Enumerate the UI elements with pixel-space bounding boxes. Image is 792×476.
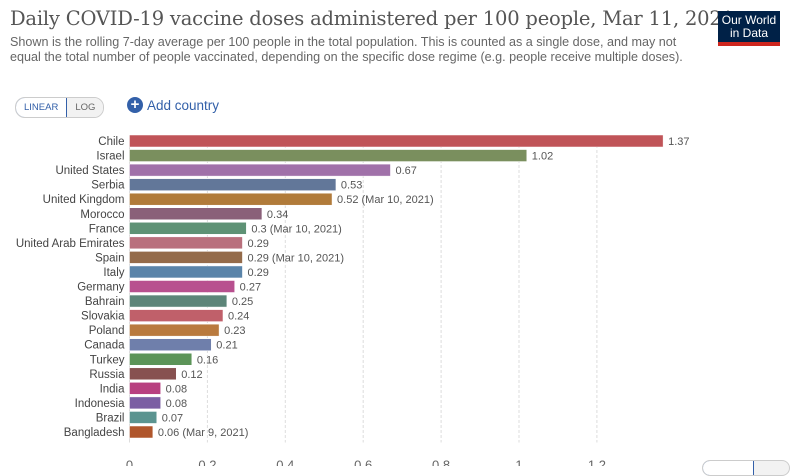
- value-label: 0.67: [395, 165, 416, 177]
- value-label: 0.34: [267, 209, 288, 221]
- bar-india[interactable]: [129, 382, 161, 395]
- category-label[interactable]: Bangladesh: [64, 427, 125, 439]
- category-label[interactable]: Poland: [89, 325, 125, 337]
- chart-subtitle: Shown is the rolling 7-day average per 1…: [10, 35, 683, 64]
- bar-brazil[interactable]: [129, 411, 158, 424]
- bar-indonesia[interactable]: [129, 396, 161, 410]
- x-tick-label: 1.2: [588, 458, 606, 466]
- category-label[interactable]: Canada: [84, 340, 125, 352]
- bar-chart: Chile 1.37 Israel 1.02 United States 0.67 Serb…: [16, 134, 690, 466]
- bar-spain[interactable]: [129, 251, 243, 264]
- value-label: 0.16: [197, 354, 218, 366]
- bar-poland[interactable]: [129, 323, 220, 337]
- linear-scale-button[interactable]: LINEAR: [16, 98, 68, 117]
- x-tick-label: 1: [515, 458, 522, 466]
- category-label[interactable]: Morocco: [80, 209, 124, 221]
- value-label: 0.27: [240, 282, 261, 294]
- bar-canada[interactable]: [129, 338, 212, 351]
- category-label[interactable]: Bahrain: [85, 296, 125, 308]
- value-label: 1.37: [668, 136, 689, 148]
- value-label: 0.08: [166, 398, 187, 410]
- bar-serbia[interactable]: [129, 178, 337, 191]
- category-label[interactable]: India: [100, 383, 126, 395]
- bar-italy[interactable]: [129, 265, 243, 279]
- add-country-button[interactable]: + Add country: [127, 97, 219, 113]
- x-tick-label: 0.6: [354, 458, 372, 466]
- value-label: 0.52 (Mar 10, 2021): [337, 194, 434, 206]
- category-label[interactable]: United Arab Emirates: [16, 238, 125, 250]
- value-label: 0.29: [247, 238, 268, 250]
- bar-united-kingdom[interactable]: [129, 192, 333, 206]
- chart-title: Daily COVID-19 vaccine doses administere…: [10, 7, 734, 30]
- category-label[interactable]: Slovakia: [81, 311, 125, 323]
- bar-united-states[interactable]: [129, 163, 391, 177]
- logo-line-2: in Data: [729, 26, 769, 40]
- bar-morocco[interactable]: [129, 207, 263, 220]
- value-label: 0.08: [166, 383, 187, 395]
- value-label: 0.53: [341, 180, 362, 192]
- value-label: 0.06 (Mar 9, 2021): [158, 427, 249, 439]
- add-country-label: Add country: [147, 97, 220, 113]
- category-label[interactable]: Chile: [98, 136, 124, 148]
- category-label[interactable]: Italy: [103, 267, 124, 279]
- scale-toggle[interactable]: LINEAR LOG: [15, 97, 105, 118]
- value-label: 0.24: [228, 311, 249, 323]
- bar-united-arab-emirates[interactable]: [129, 236, 243, 250]
- category-label[interactable]: Spain: [95, 252, 124, 264]
- value-label: 0.12: [181, 369, 202, 381]
- value-label: 0.3 (Mar 10, 2021): [251, 223, 342, 235]
- value-label: 0.29: [247, 267, 268, 279]
- labels: Chile 1.37 Israel 1.02 United States 0.67 Serb…: [16, 136, 690, 439]
- bar-bahrain[interactable]: [129, 294, 228, 308]
- bottom-toggle-active[interactable]: [703, 461, 754, 475]
- bar-russia[interactable]: [129, 367, 177, 381]
- x-axis: 0 0.2 0.4 0.6 0.8 1 1.2: [126, 458, 606, 466]
- value-label: 0.21: [216, 340, 237, 352]
- category-label[interactable]: Brazil: [96, 412, 125, 424]
- bar-turkey[interactable]: [129, 353, 193, 366]
- value-label: 0.29 (Mar 10, 2021): [247, 252, 344, 264]
- category-label[interactable]: Germany: [77, 282, 125, 294]
- owid-logo[interactable]: Our World in Data: [718, 11, 780, 46]
- category-label[interactable]: Serbia: [91, 180, 125, 192]
- value-label: 0.07: [162, 412, 183, 424]
- category-label[interactable]: Indonesia: [75, 398, 125, 410]
- x-tick-label: 0.4: [276, 458, 294, 466]
- category-label[interactable]: Israel: [96, 151, 124, 163]
- plus-circle-icon: +: [127, 97, 143, 113]
- value-label: 0.23: [224, 325, 245, 337]
- bar-france[interactable]: [129, 222, 247, 235]
- bar-israel[interactable]: [129, 149, 528, 162]
- category-label[interactable]: France: [89, 223, 125, 235]
- value-label: 0.25: [232, 296, 253, 308]
- logo-line-1: Our World: [721, 13, 777, 27]
- category-label[interactable]: United States: [55, 165, 124, 177]
- bar-germany[interactable]: [129, 280, 235, 293]
- x-tick-label: 0.8: [432, 458, 450, 466]
- bar-chile[interactable]: [129, 134, 664, 148]
- bottom-toggle[interactable]: [702, 460, 790, 476]
- bar-slovakia[interactable]: [129, 309, 224, 322]
- log-scale-button[interactable]: LOG: [67, 98, 104, 117]
- category-label[interactable]: United Kingdom: [43, 194, 125, 206]
- bar-bangladesh[interactable]: [129, 425, 154, 439]
- bars: [129, 134, 664, 439]
- category-label[interactable]: Russia: [89, 369, 125, 381]
- category-label[interactable]: Turkey: [90, 354, 125, 366]
- x-tick-label: 0.2: [198, 458, 216, 466]
- value-label: 1.02: [532, 151, 553, 163]
- x-tick-label: 0: [126, 458, 133, 466]
